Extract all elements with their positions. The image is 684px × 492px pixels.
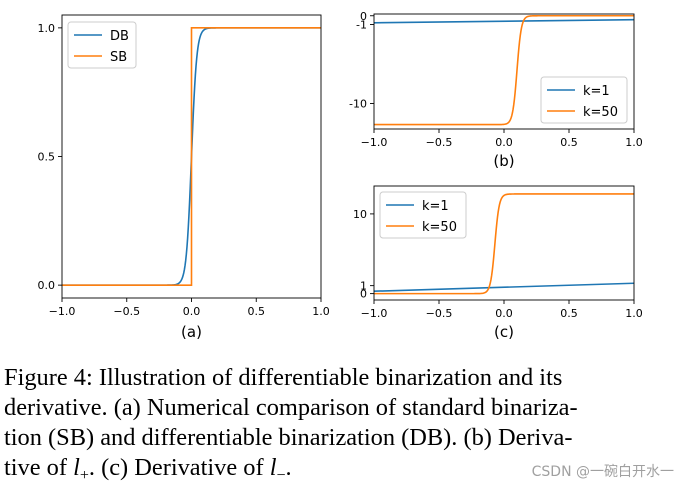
legend-label: k=1 [583, 84, 610, 99]
y-tick-label: 1 [360, 280, 367, 293]
caption-subscript: + [80, 467, 89, 484]
figure-4-charts: −1.0 −0.5 0.0 0.5 1.0 0.0 0.5 1.0 DB SB (a) −1.0 −0.… [0, 0, 684, 350]
chart-panel-a: −1.0 −0.5 0.0 0.5 1.0 0.0 0.5 1.0 DB SB (a) [38, 15, 330, 341]
legend-label: k=1 [422, 199, 449, 214]
caption-text: . [286, 454, 292, 481]
panel-label: (a) [181, 323, 202, 341]
caption-variable: l [270, 454, 277, 481]
caption-text: tive of [4, 454, 73, 481]
legend-label: SB [110, 50, 127, 65]
caption-line-1: Figure 4: Illustration of differentiable… [4, 364, 562, 391]
x-tick-label: 0.0 [495, 136, 513, 149]
caption-text: . (c) Derivative of [89, 454, 270, 481]
x-tick-label: −1.0 [361, 136, 388, 149]
legend-label: k=50 [422, 220, 457, 235]
x-tick-label: −0.5 [426, 136, 453, 149]
y-tick-label: -1 [356, 19, 367, 32]
y-tick-label: 0.0 [38, 279, 56, 292]
chart-panel-b: −1.0 −0.5 0.0 0.5 1.00-1-10k=1k=50(b) [349, 10, 643, 170]
x-tick-label: −1.0 [49, 305, 76, 318]
x-tick-label: 1.0 [625, 307, 643, 320]
panel-label: (c) [494, 323, 514, 341]
caption-variable: l [73, 454, 80, 481]
y-tick-label: -10 [349, 98, 367, 111]
x-tick-label: 1.0 [625, 136, 643, 149]
x-tick-label: 0.5 [560, 136, 578, 149]
x-tick-label: −0.5 [426, 307, 453, 320]
legend-label: DB [110, 29, 129, 44]
caption-line-4: tive of l+. (c) Derivative of l−. [4, 454, 292, 481]
y-tick-label: 0.5 [38, 151, 56, 164]
x-tick-label: 1.0 [312, 305, 330, 318]
y-tick-label: 10 [353, 208, 367, 221]
csdn-watermark: CSDN @一碗白开水一 [532, 461, 674, 481]
caption-subscript: − [277, 467, 286, 484]
series-line-k1 [374, 20, 634, 23]
panel-label: (b) [493, 152, 514, 170]
x-tick-label: −1.0 [361, 307, 388, 320]
x-tick-label: −0.5 [113, 305, 140, 318]
x-tick-label: 0.0 [183, 305, 201, 318]
caption-line-2: derivative. (a) Numerical comparison of … [4, 394, 578, 421]
caption-line-3: tion (SB) and differentiable binarizatio… [4, 424, 572, 451]
legend-label: k=50 [583, 105, 618, 120]
x-tick-label: 0.0 [495, 307, 513, 320]
x-tick-label: 0.5 [560, 307, 578, 320]
series-line-k1 [374, 283, 634, 291]
x-tick-label: 0.5 [248, 305, 266, 318]
y-tick-label: 1.0 [38, 22, 56, 35]
